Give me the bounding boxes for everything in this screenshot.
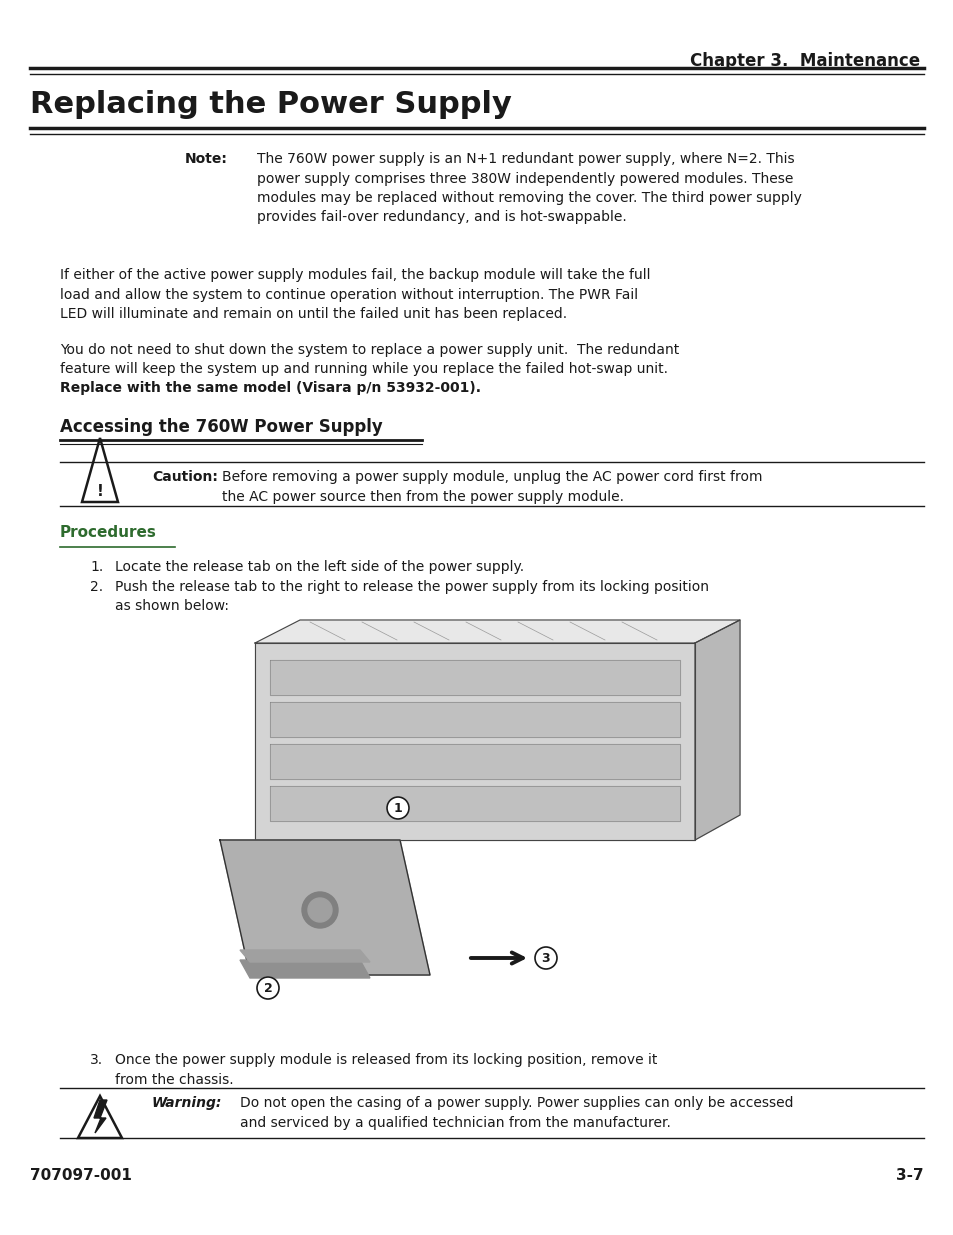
Text: Before removing a power supply module, unplug the AC power cord first from
the A: Before removing a power supply module, u…: [222, 471, 761, 504]
Text: Chapter 3.  Maintenance: Chapter 3. Maintenance: [689, 52, 919, 70]
Polygon shape: [254, 643, 695, 840]
Polygon shape: [270, 743, 679, 779]
Text: 1.: 1.: [90, 559, 103, 574]
Circle shape: [256, 977, 278, 999]
Polygon shape: [240, 950, 370, 962]
Polygon shape: [695, 620, 740, 840]
Text: Once the power supply module is released from its locking position, remove it
fr: Once the power supply module is released…: [115, 1053, 657, 1087]
Text: Warning:: Warning:: [152, 1095, 222, 1110]
Text: 2: 2: [263, 982, 273, 994]
Polygon shape: [270, 701, 679, 737]
Text: 2.: 2.: [90, 580, 103, 594]
Text: 707097-001: 707097-001: [30, 1168, 132, 1183]
Text: If either of the active power supply modules fail, the backup module will take t: If either of the active power supply mod…: [60, 268, 650, 321]
Text: 3.: 3.: [90, 1053, 103, 1067]
Circle shape: [387, 797, 409, 819]
Text: The 760W power supply is an N+1 redundant power supply, where N=2. This
power su: The 760W power supply is an N+1 redundan…: [256, 152, 801, 225]
Text: Procedures: Procedures: [60, 525, 156, 540]
Circle shape: [308, 898, 332, 923]
Text: Locate the release tab on the left side of the power supply.: Locate the release tab on the left side …: [115, 559, 523, 574]
Text: Push the release tab to the right to release the power supply from its locking p: Push the release tab to the right to rel…: [115, 580, 708, 614]
Polygon shape: [254, 620, 740, 643]
Text: !: !: [96, 484, 103, 499]
Text: Accessing the 760W Power Supply: Accessing the 760W Power Supply: [60, 417, 382, 436]
Text: Caution:: Caution:: [152, 471, 217, 484]
Text: Note:: Note:: [185, 152, 228, 165]
Text: Replace with the same model (Visara p/n 53932-001).: Replace with the same model (Visara p/n …: [60, 382, 480, 395]
Text: 3: 3: [541, 951, 550, 965]
Text: Replacing the Power Supply: Replacing the Power Supply: [30, 90, 512, 119]
Polygon shape: [240, 960, 370, 978]
Polygon shape: [270, 785, 679, 821]
Polygon shape: [94, 1100, 107, 1132]
Text: You do not need to shut down the system to replace a power supply unit.  The red: You do not need to shut down the system …: [60, 343, 679, 377]
Text: 3-7: 3-7: [896, 1168, 923, 1183]
Text: Do not open the casing of a power supply. Power supplies can only be accessed
an: Do not open the casing of a power supply…: [240, 1095, 793, 1130]
Circle shape: [535, 947, 557, 969]
Polygon shape: [270, 659, 679, 695]
Polygon shape: [220, 840, 430, 974]
Circle shape: [302, 892, 337, 927]
Text: 1: 1: [394, 802, 402, 815]
